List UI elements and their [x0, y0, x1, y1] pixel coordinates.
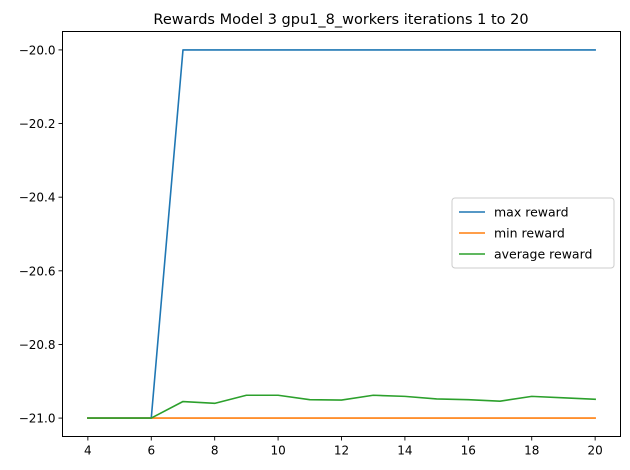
- y-axis: −21.0 −20.8 −20.6 −20.4 −20.2 −20.0: [19, 43, 63, 426]
- x-tick-label: 10: [270, 444, 285, 458]
- y-tick-label: −21.0: [19, 412, 56, 426]
- series-line-2: [87, 394, 596, 419]
- plot-area: [87, 49, 596, 419]
- y-tick-label: −20.0: [19, 43, 56, 57]
- x-tick-label: 8: [211, 444, 219, 458]
- x-tick-label: 12: [334, 444, 349, 458]
- x-tick-label: 4: [84, 444, 92, 458]
- y-tick-label: −20.6: [19, 264, 56, 278]
- legend: max reward min reward average reward: [451, 197, 615, 269]
- y-tick-label: −20.8: [19, 338, 56, 352]
- y-tick-label: −20.4: [19, 191, 56, 205]
- x-tick-label: 16: [461, 444, 476, 458]
- y-tick-label: −20.2: [19, 117, 56, 131]
- x-axis: 4 6 8 10 12 14 16 18 20: [84, 436, 603, 458]
- series-line-0: [87, 49, 596, 419]
- chart-title: Rewards Model 3 gpu1_8_workers iteration…: [153, 12, 528, 28]
- legend-label-2: average reward: [494, 247, 592, 262]
- legend-label-0: max reward: [494, 205, 569, 220]
- x-tick-label: 20: [587, 444, 602, 458]
- x-tick-label: 14: [397, 444, 412, 458]
- legend-box: [451, 197, 615, 269]
- legend-label-1: min reward: [494, 226, 565, 241]
- x-tick-label: 6: [147, 444, 155, 458]
- x-tick-label: 18: [524, 444, 539, 458]
